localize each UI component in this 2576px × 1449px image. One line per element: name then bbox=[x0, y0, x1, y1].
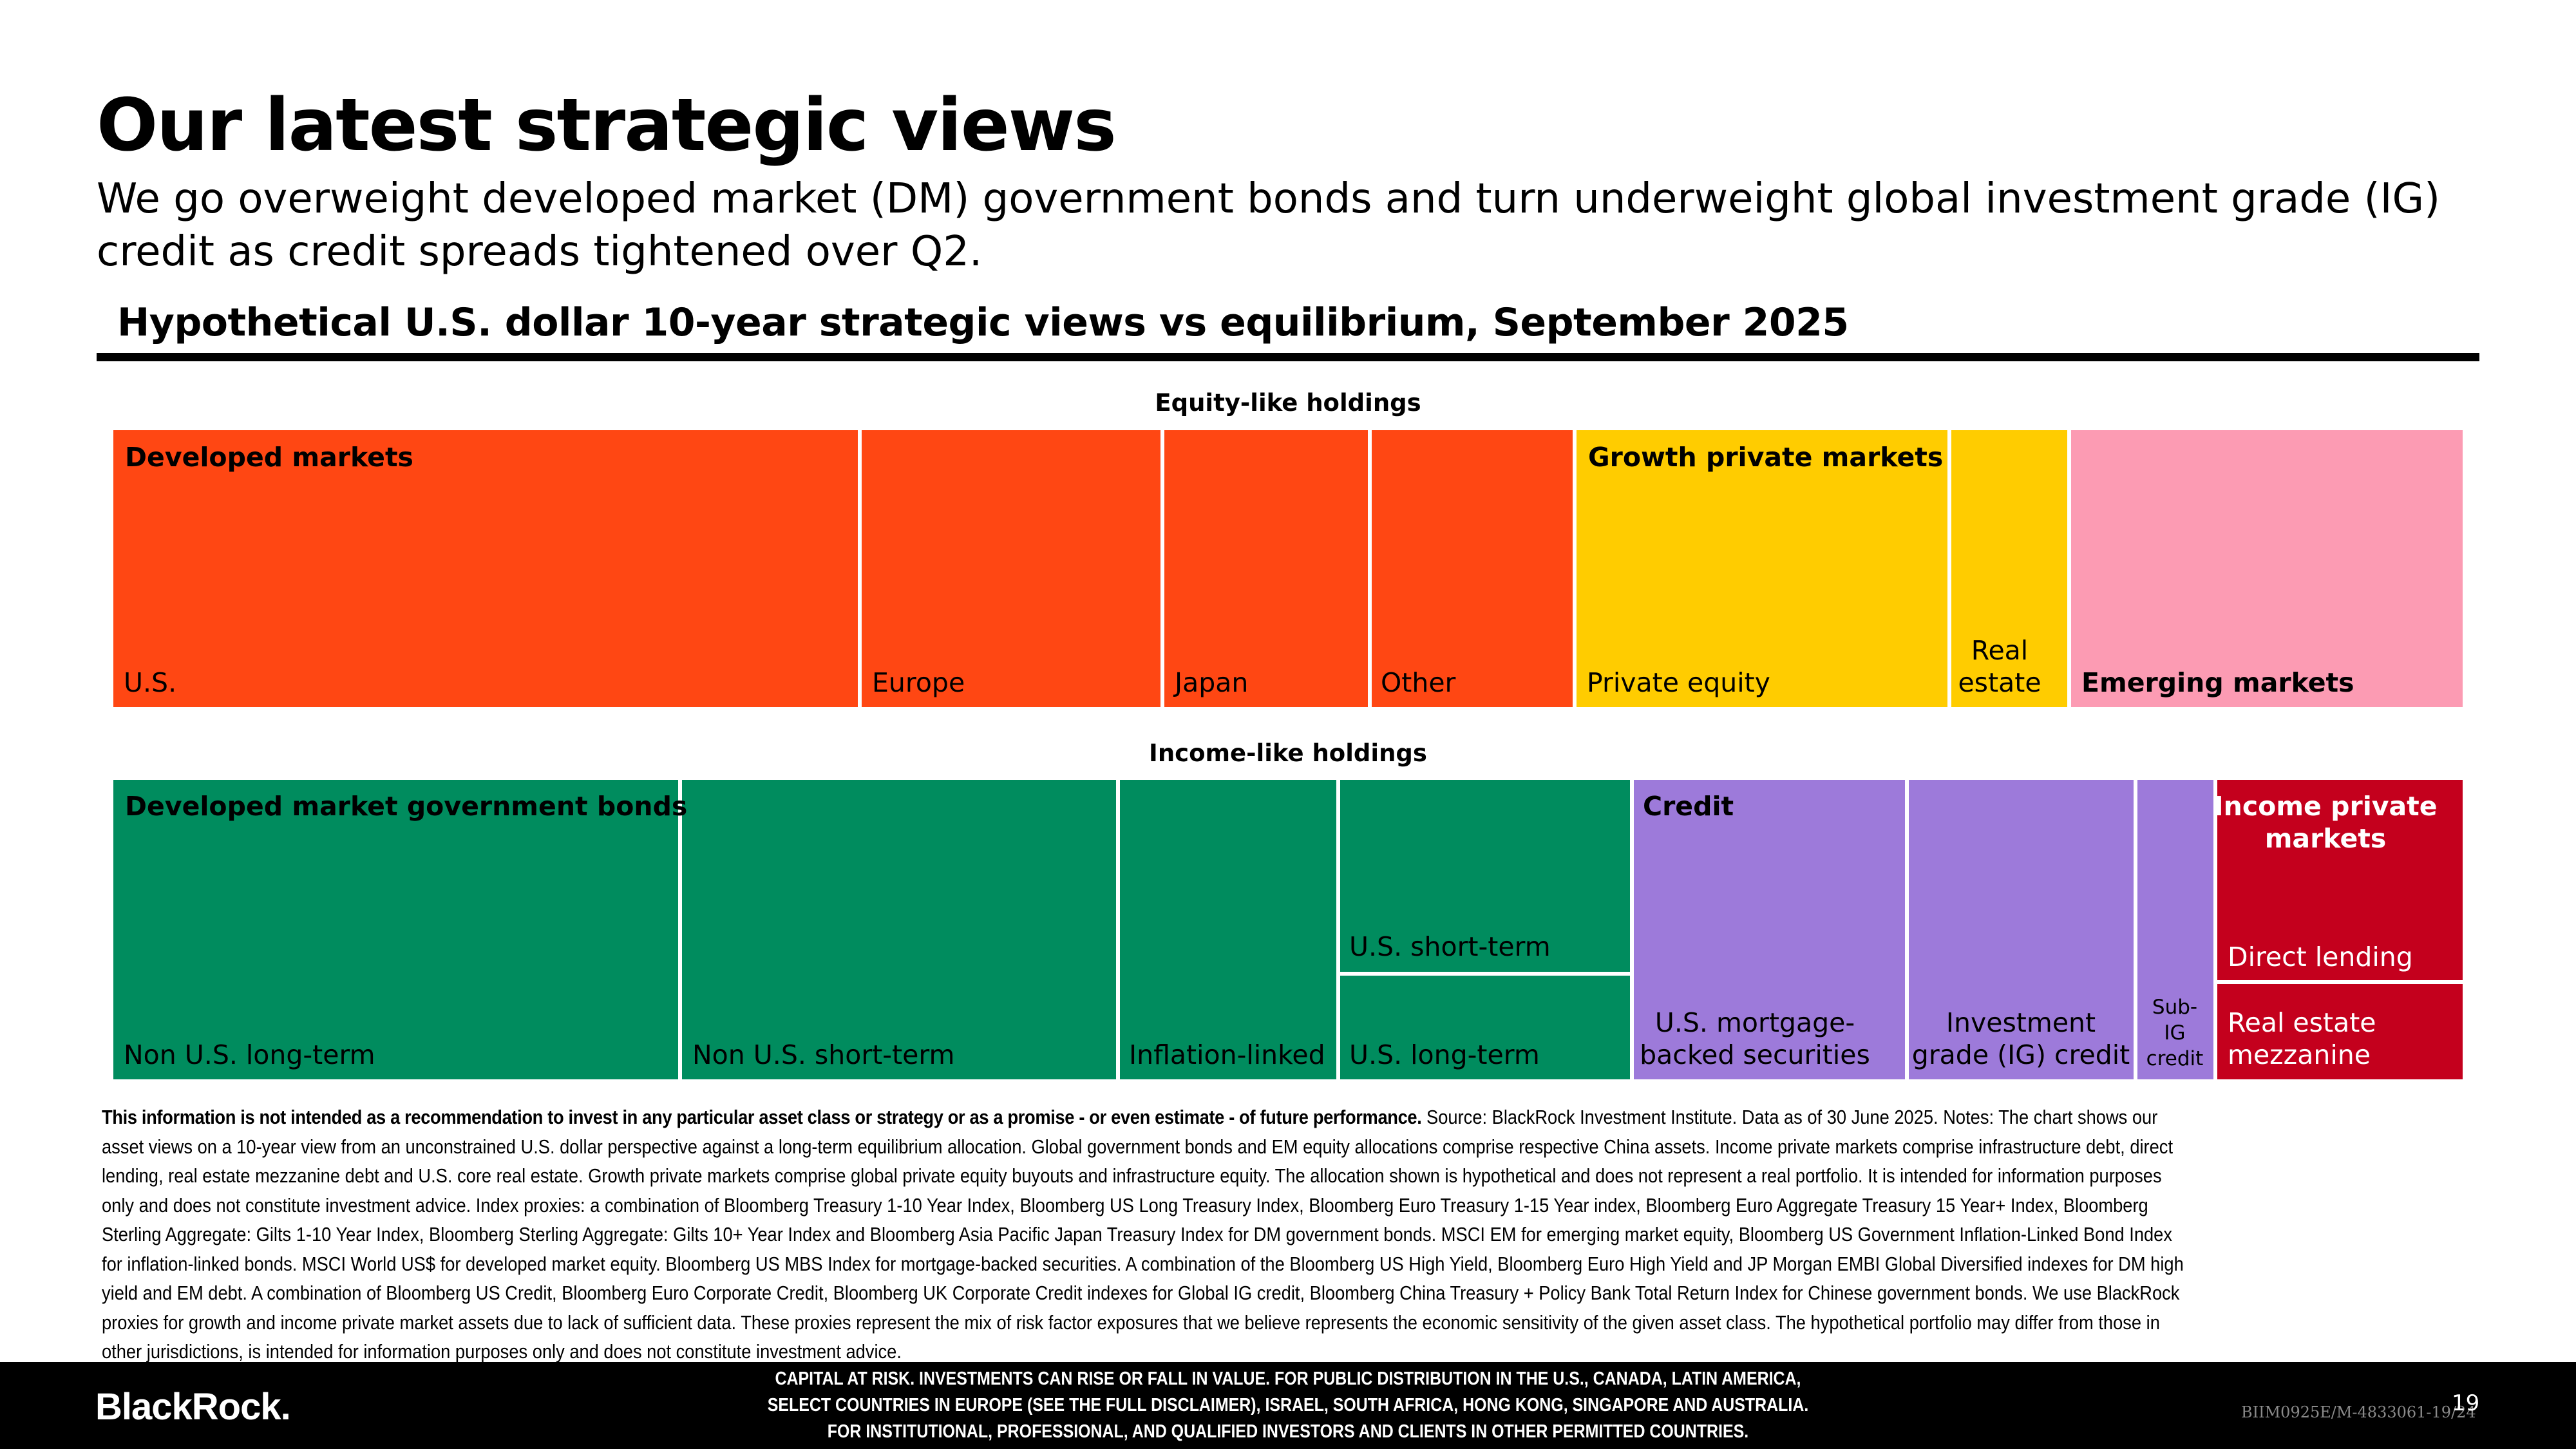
income-group-label: Income-like holdings bbox=[1149, 739, 1427, 767]
segment-label-real-estate-mezzanine: Real estate mezzanine bbox=[2228, 1007, 2376, 1070]
disclaimer-line: SELECT COUNTRIES IN EUROPE (SEE THE FULL… bbox=[767, 1395, 1809, 1416]
chart-title: Hypothetical U.S. dollar 10-year strateg… bbox=[117, 300, 1849, 345]
segment-label-non-us-long-term: Non U.S. long-term bbox=[124, 1039, 375, 1070]
segment-label-us-mbs: U.S. mortgage-backed securities bbox=[1640, 1007, 1870, 1070]
category-label-developed-markets: Developed markets bbox=[125, 442, 413, 473]
category-label-emerging-markets: Emerging markets bbox=[2081, 667, 2354, 698]
equity-group-label: Equity-like holdings bbox=[1155, 389, 1421, 417]
tile-us-mbs bbox=[1634, 780, 1905, 1079]
category-label-credit: Credit bbox=[1643, 791, 1734, 822]
tile-us-long-term bbox=[1340, 976, 1630, 1079]
treemap-chart: Developed markets U.S. Europe Japan Other Gro… bbox=[113, 430, 2463, 1079]
page-title: Our latest strategic views bbox=[97, 84, 1117, 167]
page-number: 19 bbox=[2452, 1390, 2480, 1416]
segment-label-sub-ig-credit: Sub-IG credit bbox=[2146, 996, 2204, 1070]
segment-label-japan: Japan bbox=[1173, 667, 1248, 698]
disclaimer-line: CAPITAL AT RISK. INVESTMENTS CAN RISE OR… bbox=[775, 1368, 1801, 1389]
category-label-income-private-markets: Income private markets bbox=[2213, 791, 2437, 854]
tile-direct-lending bbox=[2217, 780, 2463, 980]
segment-label-us-long-term: U.S. long-term bbox=[1349, 1039, 1540, 1070]
segment-label-inflation-linked: Inflation-linked bbox=[1129, 1039, 1325, 1070]
segment-label-us-short-term: U.S. short-term bbox=[1349, 931, 1551, 962]
tile-dm-other bbox=[1372, 430, 1573, 707]
segment-label-non-us-short-term: Non U.S. short-term bbox=[692, 1039, 954, 1070]
page-subtitle: We go overweight developed market (DM) g… bbox=[97, 175, 2441, 276]
segment-label-europe: Europe bbox=[872, 667, 965, 698]
tile-us-short-term bbox=[1340, 780, 1630, 972]
tile-dm-us bbox=[113, 430, 858, 707]
tile-private-equity bbox=[1577, 430, 1947, 707]
tile-real-estate-mezzanine bbox=[2217, 984, 2463, 1079]
tile-non-us-short-term bbox=[682, 780, 1116, 1079]
segment-label-ig-credit: Investment grade (IG) credit bbox=[1912, 1007, 2130, 1070]
segment-label-direct-lending: Direct lending bbox=[2228, 942, 2413, 972]
tile-emerging-markets bbox=[2071, 430, 2463, 707]
footer-disclaimer: CAPITAL AT RISK. INVESTMENTS CAN RISE OR… bbox=[679, 1366, 1897, 1445]
tile-inflation-linked bbox=[1120, 780, 1336, 1079]
footnote: This information is not intended as a re… bbox=[102, 1103, 2193, 1367]
segment-label-real-estate: Real estate bbox=[1958, 635, 2041, 698]
tile-dm-japan bbox=[1164, 430, 1368, 707]
footnote-bold: This information is not intended as a re… bbox=[102, 1106, 1422, 1128]
tile-sub-ig-credit bbox=[2137, 780, 2213, 1079]
blackrock-logo: BlackRock. bbox=[95, 1386, 291, 1428]
segment-label-private-equity: Private equity bbox=[1587, 667, 1770, 698]
title-rule bbox=[97, 353, 2479, 361]
tile-ig-credit bbox=[1909, 780, 2134, 1079]
segment-label-other: Other bbox=[1381, 667, 1456, 698]
document-code: BIIM0925E/M-4833061-19/24 bbox=[2241, 1403, 2476, 1421]
tile-non-us-long-term bbox=[113, 780, 678, 1079]
category-label-growth-private-markets: Growth private markets bbox=[1588, 442, 1943, 473]
tile-dm-europe bbox=[862, 430, 1160, 707]
footer-bar: BlackRock. CAPITAL AT RISK. INVESTMENTS … bbox=[0, 1362, 2576, 1449]
footnote-text: Source: BlackRock Investment Institute. … bbox=[102, 1106, 2184, 1363]
category-label-dm-government-bonds: Developed market government bonds bbox=[125, 791, 687, 822]
tile-real-estate bbox=[1951, 430, 2067, 707]
disclaimer-line: FOR INSTITUTIONAL, PROFESSIONAL, AND QUA… bbox=[827, 1421, 1749, 1442]
segment-label-us: U.S. bbox=[124, 667, 176, 698]
